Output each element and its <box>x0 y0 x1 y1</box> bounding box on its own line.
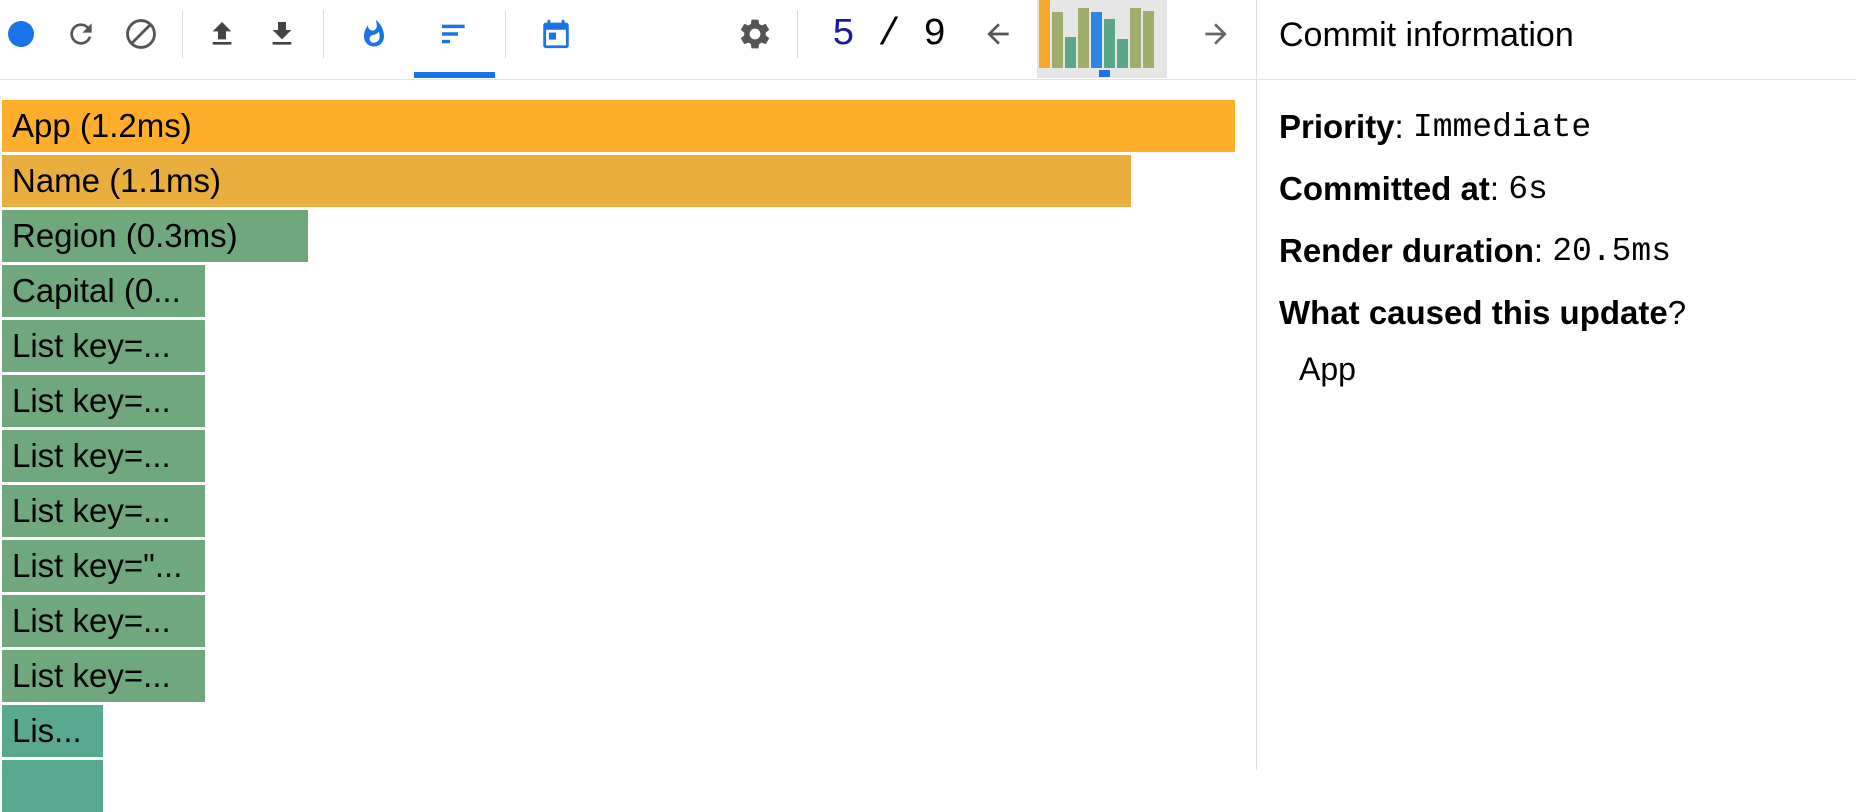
flamegraph-node[interactable]: Lis... <box>2 705 103 757</box>
priority-value: Immediate <box>1412 108 1592 146</box>
flamegraph-node[interactable]: List key=... <box>2 430 205 482</box>
flamegraph-node[interactable]: List key=... <box>2 595 205 647</box>
timeline-icon <box>543 19 569 49</box>
next-commit-icon <box>1205 23 1227 45</box>
committed-at-row: Committed at: 6s <box>1279 158 1686 220</box>
commit-snapshot-bar[interactable] <box>1052 12 1063 68</box>
sidebar-title: Commit information <box>1279 16 1574 54</box>
render-duration-label: Render duration <box>1279 232 1534 269</box>
committed-at-label: Committed at <box>1279 170 1490 207</box>
render-duration-value: 20.5ms <box>1552 232 1672 270</box>
update-cause-component[interactable]: App <box>1299 350 1356 387</box>
settings-button[interactable] <box>735 14 775 54</box>
record-icon <box>8 21 34 47</box>
commit-snapshot-bar[interactable] <box>1117 39 1128 68</box>
flamegraph-icon <box>364 19 384 47</box>
flamegraph-node[interactable]: Capital (0... <box>2 265 205 317</box>
tab-flamegraph[interactable] <box>354 14 394 54</box>
flamegraph-node[interactable]: List key=... <box>2 650 205 702</box>
save-profile-button[interactable] <box>262 14 302 54</box>
flamegraph-node[interactable]: List key=... <box>2 320 205 372</box>
commit-snapshot-bar[interactable] <box>1065 37 1076 68</box>
commit-total: 9 <box>923 12 947 56</box>
panel-divider <box>1256 0 1257 770</box>
clear-profiling-data-button[interactable] <box>121 14 161 54</box>
commit-snapshot-bar[interactable] <box>1104 19 1115 68</box>
render-duration-row: Render duration: 20.5ms <box>1279 220 1686 282</box>
tab-timeline[interactable] <box>536 14 576 54</box>
committed-at-value: 6s <box>1508 170 1548 208</box>
toolbar-separator <box>182 10 183 58</box>
commit-info-panel: Priority: Immediate Committed at: 6s Ren… <box>1279 96 1686 400</box>
reload-icon <box>70 23 92 45</box>
commit-snapshot-bar[interactable] <box>1143 11 1154 68</box>
commit-counter: 5 / 9 <box>832 12 946 56</box>
load-profile-button[interactable] <box>202 14 242 54</box>
label-colon: : <box>1533 232 1553 269</box>
commit-current: 5 <box>832 12 855 56</box>
flamegraph-node[interactable]: List key=... <box>2 375 205 427</box>
load-profile-icon <box>212 22 232 45</box>
update-cause-heading: What caused this update? <box>1279 282 1686 344</box>
toolbar-separator <box>323 10 324 58</box>
commit-separator: / <box>854 12 924 56</box>
ranked-chart-icon <box>442 24 465 44</box>
sidebar-header: Commit information <box>1257 0 1856 80</box>
flamegraph-node[interactable]: App (1.2ms) <box>2 100 1235 152</box>
priority-label: Priority <box>1279 108 1395 145</box>
active-tab-indicator <box>414 72 495 78</box>
settings-icon <box>740 19 770 49</box>
tab-ranked[interactable] <box>434 14 474 54</box>
flamegraph-node[interactable]: Name (1.1ms) <box>2 155 1131 207</box>
toolbar-separator <box>797 10 798 58</box>
commit-snapshot-bar[interactable] <box>1078 8 1089 68</box>
reload-and-profile-button[interactable] <box>61 14 101 54</box>
save-profile-icon <box>272 22 292 45</box>
commit-snapshot-bar[interactable] <box>1039 0 1050 68</box>
previous-commit-button[interactable] <box>978 14 1018 54</box>
priority-row: Priority: Immediate <box>1279 96 1686 158</box>
label-colon: : <box>1489 170 1509 207</box>
clear-icon <box>126 19 156 49</box>
next-commit-button[interactable] <box>1196 14 1236 54</box>
record-button[interactable] <box>1 14 41 54</box>
toolbar-separator <box>505 10 506 58</box>
profiler-toolbar: 5 / 9 <box>0 0 1257 80</box>
commit-snapshot-bar[interactable] <box>1091 12 1102 68</box>
flamegraph-node[interactable]: Region (0.3ms) <box>2 210 308 262</box>
commit-snapshot-selector[interactable] <box>1037 0 1167 78</box>
selected-commit-marker <box>1099 70 1110 77</box>
flamegraph-node[interactable]: List key="... <box>2 540 205 592</box>
flamegraph-node[interactable] <box>2 760 103 812</box>
commit-snapshot-bar[interactable] <box>1130 8 1141 68</box>
label-colon: : <box>1394 108 1413 145</box>
previous-commit-icon <box>987 23 1009 45</box>
update-cause-label: What caused this update <box>1279 294 1668 331</box>
flamegraph-node[interactable]: List key=... <box>2 485 205 537</box>
question-mark: ? <box>1667 294 1687 331</box>
